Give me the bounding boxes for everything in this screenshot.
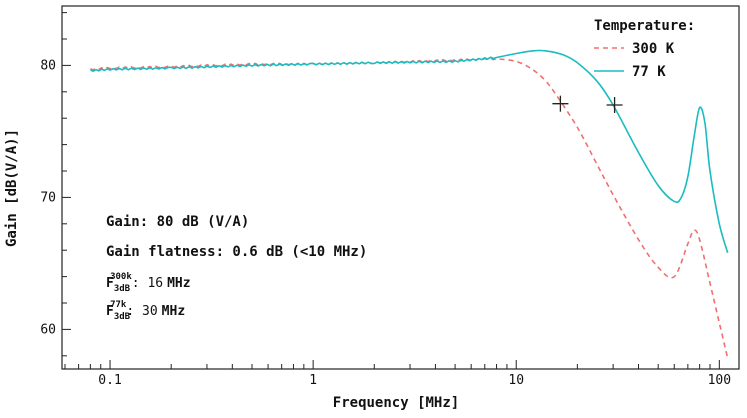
annotation-gain-flatness: Gain flatness: 0.6 dB (<10 MHz): [106, 244, 367, 260]
f3db-77k-sub: 3dB: [114, 312, 131, 322]
annotation-gain: Gain: 80 dB (V/A): [106, 214, 249, 230]
f3db-300k-unit: MHz: [167, 276, 190, 291]
y-axis-title: Gain [dB(V/A)]: [4, 129, 20, 247]
x-tick-label: 10: [508, 373, 524, 388]
f3db-300k-sup: 300k: [110, 272, 132, 282]
f3db-marker-300k: [552, 95, 569, 112]
x-tick-label: 100: [708, 373, 731, 388]
legend: Temperature: 300 K 77 K: [594, 18, 695, 80]
x-axis-title: Frequency [MHz]: [333, 395, 459, 411]
x-axis-ticks: 0.1 1 10 100: [64, 360, 731, 388]
y-tick-label: 60: [40, 322, 56, 337]
y-tick-label: 70: [40, 190, 56, 205]
f3db-300k-symbol: F: [106, 276, 114, 291]
marker-layer: [552, 95, 623, 113]
f3db-77k-symbol: F: [106, 304, 114, 319]
annotation-f3db-77k: F3dB 77k: 30 MHz: [106, 300, 185, 322]
annotations: Gain: 80 dB (V/A) Gain flatness: 0.6 dB …: [106, 214, 367, 322]
y-axis-ticks: 60 70 80: [40, 12, 71, 357]
f3db-77k-value: 30: [142, 304, 158, 319]
annotation-f3db-300k: F3dB 300k: 16 MHz: [106, 272, 191, 294]
f3db-300k-value: 16: [147, 276, 163, 291]
f3db-300k-colon: :: [132, 276, 148, 291]
f3db-300k-sub: 3dB: [114, 284, 131, 294]
x-tick-label: 1: [309, 373, 317, 388]
x-tick-label: 0.1: [98, 373, 121, 388]
y-tick-label: 80: [40, 58, 56, 73]
f3db-marker-77k: [606, 97, 623, 113]
legend-title: Temperature:: [594, 18, 695, 34]
f3db-77k-sup: 77k: [110, 300, 127, 310]
plot-frame: [61, 5, 740, 370]
f3db-77k-unit: MHz: [162, 304, 185, 319]
series-line-77k: [90, 49, 729, 254]
legend-label-300k: 300 K: [632, 41, 675, 57]
legend-label-77k: 77 K: [632, 64, 666, 80]
series-line-300k: [90, 57, 729, 359]
series-layer: [90, 49, 729, 359]
f3db-77k-colon: :: [126, 304, 142, 319]
